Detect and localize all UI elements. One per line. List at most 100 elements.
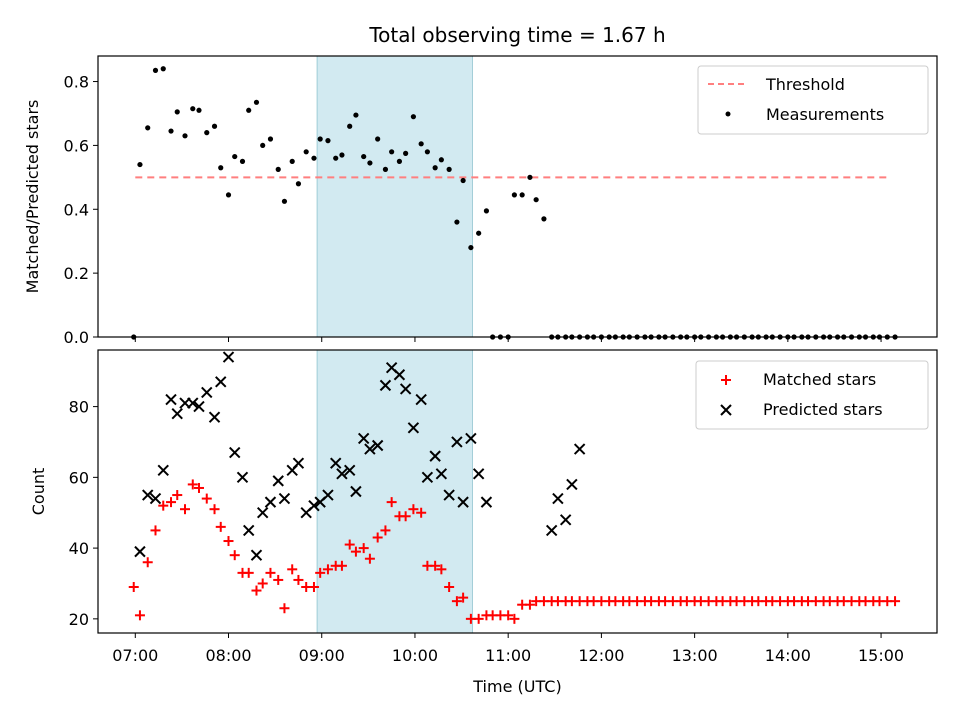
top-y-tick-label: 0.4 bbox=[64, 200, 89, 219]
measurement-point bbox=[361, 153, 367, 160]
measurement-point bbox=[460, 177, 466, 184]
measurement-point bbox=[396, 158, 403, 164]
predicted-star-point bbox=[193, 400, 205, 413]
predicted-star-point bbox=[308, 499, 320, 512]
predicted-star-point bbox=[171, 407, 183, 420]
measurement-point bbox=[246, 107, 252, 113]
measurement-point bbox=[483, 208, 490, 214]
measurement-point bbox=[446, 166, 452, 172]
bottom-y-axis-label: Count bbox=[29, 468, 48, 516]
predicted-star-point bbox=[451, 436, 463, 448]
matched-legend-swatch bbox=[721, 375, 731, 385]
measurement-point bbox=[289, 158, 295, 164]
matched-star-point bbox=[380, 525, 391, 536]
matched-star-point bbox=[458, 592, 469, 603]
predicted-star-point bbox=[393, 369, 406, 381]
predicted-star-point bbox=[134, 545, 146, 558]
predicted-star-point bbox=[165, 393, 177, 406]
top-panel: 0.00.20.40.60.8 Matched/Predicted stars … bbox=[23, 23, 938, 347]
predicted-star-point bbox=[278, 492, 291, 505]
predicted-star-point bbox=[379, 379, 392, 392]
predicted-legend-marker bbox=[720, 404, 732, 416]
predicted-star-point bbox=[415, 393, 427, 406]
predicted-star-point bbox=[256, 507, 269, 519]
matched-star-point bbox=[322, 564, 333, 575]
predicted-star-point bbox=[552, 492, 564, 505]
measurement-point bbox=[541, 216, 547, 222]
measurement-point bbox=[418, 141, 424, 147]
measurement-point bbox=[303, 149, 309, 155]
measurement-point bbox=[353, 112, 359, 118]
predicted-star-point bbox=[149, 492, 162, 505]
predicted-star-point bbox=[222, 351, 235, 363]
predicted-star-point bbox=[435, 468, 448, 480]
matched-star-point bbox=[451, 596, 462, 607]
matched-star-point bbox=[223, 536, 234, 547]
matched-star-point bbox=[243, 567, 254, 578]
predicted-star-point bbox=[357, 432, 370, 445]
measurement-point bbox=[137, 161, 143, 168]
matched-star-point bbox=[251, 585, 262, 596]
predicted-star-point bbox=[364, 443, 376, 455]
matched-star-point bbox=[215, 521, 226, 532]
bottom-y-tick-label: 20 bbox=[69, 610, 89, 629]
predicted-star-point bbox=[457, 496, 469, 508]
matched-star-point bbox=[436, 564, 447, 575]
matched-star-point bbox=[473, 613, 484, 624]
x-tick-label: 15:00 bbox=[858, 646, 904, 665]
measurement-point bbox=[275, 166, 281, 172]
measurement-point bbox=[218, 165, 224, 171]
predicted-star-point bbox=[480, 496, 493, 508]
matched-star-point bbox=[293, 574, 304, 585]
predicted-star-point bbox=[350, 485, 362, 498]
matched-star-point bbox=[134, 610, 145, 621]
measurement-point bbox=[168, 128, 174, 134]
bottom-y-tick-label: 80 bbox=[69, 398, 89, 417]
top-observing-window bbox=[316, 55, 473, 338]
matched-star-point bbox=[358, 543, 369, 554]
top-y-tick-label: 0.8 bbox=[64, 73, 89, 92]
x-tick-label: 08:00 bbox=[205, 646, 251, 665]
matched-legend-label: Matched stars bbox=[763, 370, 876, 389]
measurement-point bbox=[527, 174, 533, 180]
measurement-point bbox=[389, 149, 395, 155]
predicted-star-point bbox=[157, 464, 169, 476]
predicted-star-point bbox=[229, 446, 241, 459]
measurement-point bbox=[204, 130, 210, 136]
measurement-point bbox=[468, 244, 474, 251]
predicted-star-point bbox=[336, 468, 348, 480]
measurement-point bbox=[295, 181, 302, 187]
matched-star-point bbox=[209, 504, 220, 515]
top-y-tick-label: 0.2 bbox=[64, 264, 89, 283]
predicted-star-point bbox=[566, 478, 578, 491]
measurement-point bbox=[347, 123, 353, 129]
predicted-star-point bbox=[236, 471, 249, 484]
measurement-point bbox=[253, 99, 260, 105]
x-tick-label: 13:00 bbox=[672, 646, 718, 665]
measurement-point bbox=[232, 153, 238, 160]
predicted-star-point bbox=[429, 450, 441, 462]
matched-star-point bbox=[408, 504, 419, 515]
matched-star-point bbox=[193, 482, 204, 493]
measurement-point bbox=[281, 198, 288, 204]
matched-star-point bbox=[400, 511, 411, 522]
matched-star-point bbox=[142, 557, 153, 568]
matched-star-point bbox=[444, 582, 455, 593]
matched-star-point bbox=[201, 493, 212, 504]
matched-star-point bbox=[430, 560, 441, 571]
measurements-legend-swatch bbox=[725, 111, 731, 117]
top-y-axis-label: Matched/Predicted stars bbox=[23, 100, 42, 294]
measurement-point bbox=[311, 155, 317, 161]
measurement-point bbox=[432, 165, 438, 171]
predicted-star-point bbox=[559, 514, 572, 526]
measurement-point bbox=[519, 192, 525, 198]
measurement-point bbox=[438, 157, 444, 163]
x-tick-label: 09:00 bbox=[299, 646, 345, 665]
predicted-star-point bbox=[292, 457, 305, 469]
predicted-star-point bbox=[243, 524, 255, 537]
threshold-legend-label: Threshold bbox=[765, 75, 845, 94]
predicted-legend-label: Predicted stars bbox=[763, 400, 883, 419]
matched-star-point bbox=[229, 550, 240, 561]
measurement-point bbox=[410, 114, 417, 120]
